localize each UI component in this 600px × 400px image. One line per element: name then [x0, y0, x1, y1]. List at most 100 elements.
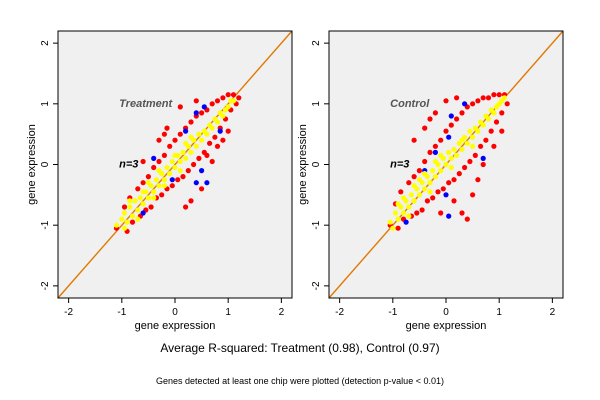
yellow-point [172, 164, 178, 171]
red-point [443, 98, 449, 104]
yellow-point [459, 146, 465, 152]
blue-point [140, 210, 146, 216]
blue-point [446, 134, 452, 140]
red-point [230, 92, 237, 98]
y-tick-label: -1 [311, 220, 322, 229]
y-tick-label: 1 [40, 101, 51, 107]
red-point [212, 134, 218, 140]
blue-point [480, 155, 486, 161]
red-point [220, 137, 226, 143]
yellow-point [459, 137, 465, 143]
yellow-point [196, 131, 202, 137]
yellow-point [127, 198, 133, 204]
yellow-point [485, 116, 492, 122]
yellow-point [387, 219, 393, 225]
x-tick-label: -1 [388, 307, 397, 318]
red-point [491, 92, 497, 98]
red-points [387, 92, 510, 231]
red-point [225, 128, 231, 134]
yellow-point [432, 174, 438, 180]
yellow-point [161, 183, 167, 189]
red-point [470, 101, 476, 107]
y-axis-label: gene expression [297, 124, 309, 205]
x-tick-label: -2 [64, 307, 73, 318]
red-point [478, 143, 484, 149]
yellow-point [132, 198, 138, 204]
red-point [411, 137, 417, 143]
red-point [220, 95, 226, 101]
sample-count-annotation: n=3 [390, 159, 409, 171]
red-point [422, 125, 428, 131]
red-point [151, 164, 157, 171]
blue-point [151, 155, 157, 161]
red-point [493, 119, 500, 125]
red-point [204, 152, 210, 158]
red-point [483, 137, 489, 143]
yellow-point [135, 216, 141, 222]
blue-point [183, 128, 189, 134]
red-point [427, 149, 433, 155]
red-point [499, 128, 505, 134]
yellow-point [448, 155, 454, 161]
yellow-point [153, 177, 159, 183]
yellow-point [446, 149, 452, 155]
yellow-point [135, 207, 141, 213]
red-point [454, 116, 460, 122]
blue-point [443, 192, 449, 198]
yellow-point [193, 143, 199, 149]
yellow-point [177, 168, 183, 174]
yellow-point [501, 95, 508, 101]
yellow-point [225, 104, 231, 110]
red-point [456, 171, 462, 177]
yellow-point [475, 128, 481, 134]
red-point [185, 168, 191, 174]
yellow-point [167, 171, 173, 177]
blue-point [193, 180, 199, 186]
red-point [140, 158, 146, 165]
red-point [414, 210, 420, 216]
yellow-points [113, 98, 237, 231]
yellow-point [121, 225, 128, 231]
yellow-point [137, 195, 143, 201]
yellow-points [387, 95, 508, 231]
red-point [464, 216, 470, 222]
yellow-point [438, 168, 444, 174]
red-point [214, 143, 221, 149]
red-point [183, 204, 189, 210]
red-point [135, 186, 141, 192]
yellow-point [199, 137, 205, 143]
blue-point [169, 177, 175, 183]
red-point [435, 189, 441, 195]
red-point [467, 158, 473, 165]
yellow-point [121, 210, 128, 216]
red-point [193, 98, 199, 104]
blue-point [199, 168, 205, 174]
yellow-point [140, 189, 146, 195]
yellow-point [400, 195, 407, 201]
yellow-point [113, 222, 120, 228]
x-tick-label: 0 [172, 307, 178, 318]
yellow-point [156, 183, 162, 189]
panel-title: Control [390, 98, 430, 110]
red-point [438, 210, 444, 216]
red-point [164, 125, 170, 131]
yellow-point [470, 134, 476, 140]
red-point [459, 210, 465, 216]
x-axis-label: gene expression [135, 320, 216, 332]
red-point [188, 198, 194, 204]
red-point [161, 152, 167, 158]
red-point [148, 204, 154, 210]
yellow-point [156, 168, 162, 174]
red-point [172, 137, 178, 143]
red-point [454, 95, 460, 101]
yellow-point [164, 164, 170, 171]
sample-count-annotation: n=3 [119, 159, 138, 171]
yellow-point [432, 158, 438, 165]
red-point [438, 137, 444, 143]
red-point [416, 168, 422, 174]
red-point [225, 92, 231, 98]
blue-point [201, 104, 207, 110]
red-point [156, 158, 162, 165]
yellow-point [390, 225, 396, 231]
